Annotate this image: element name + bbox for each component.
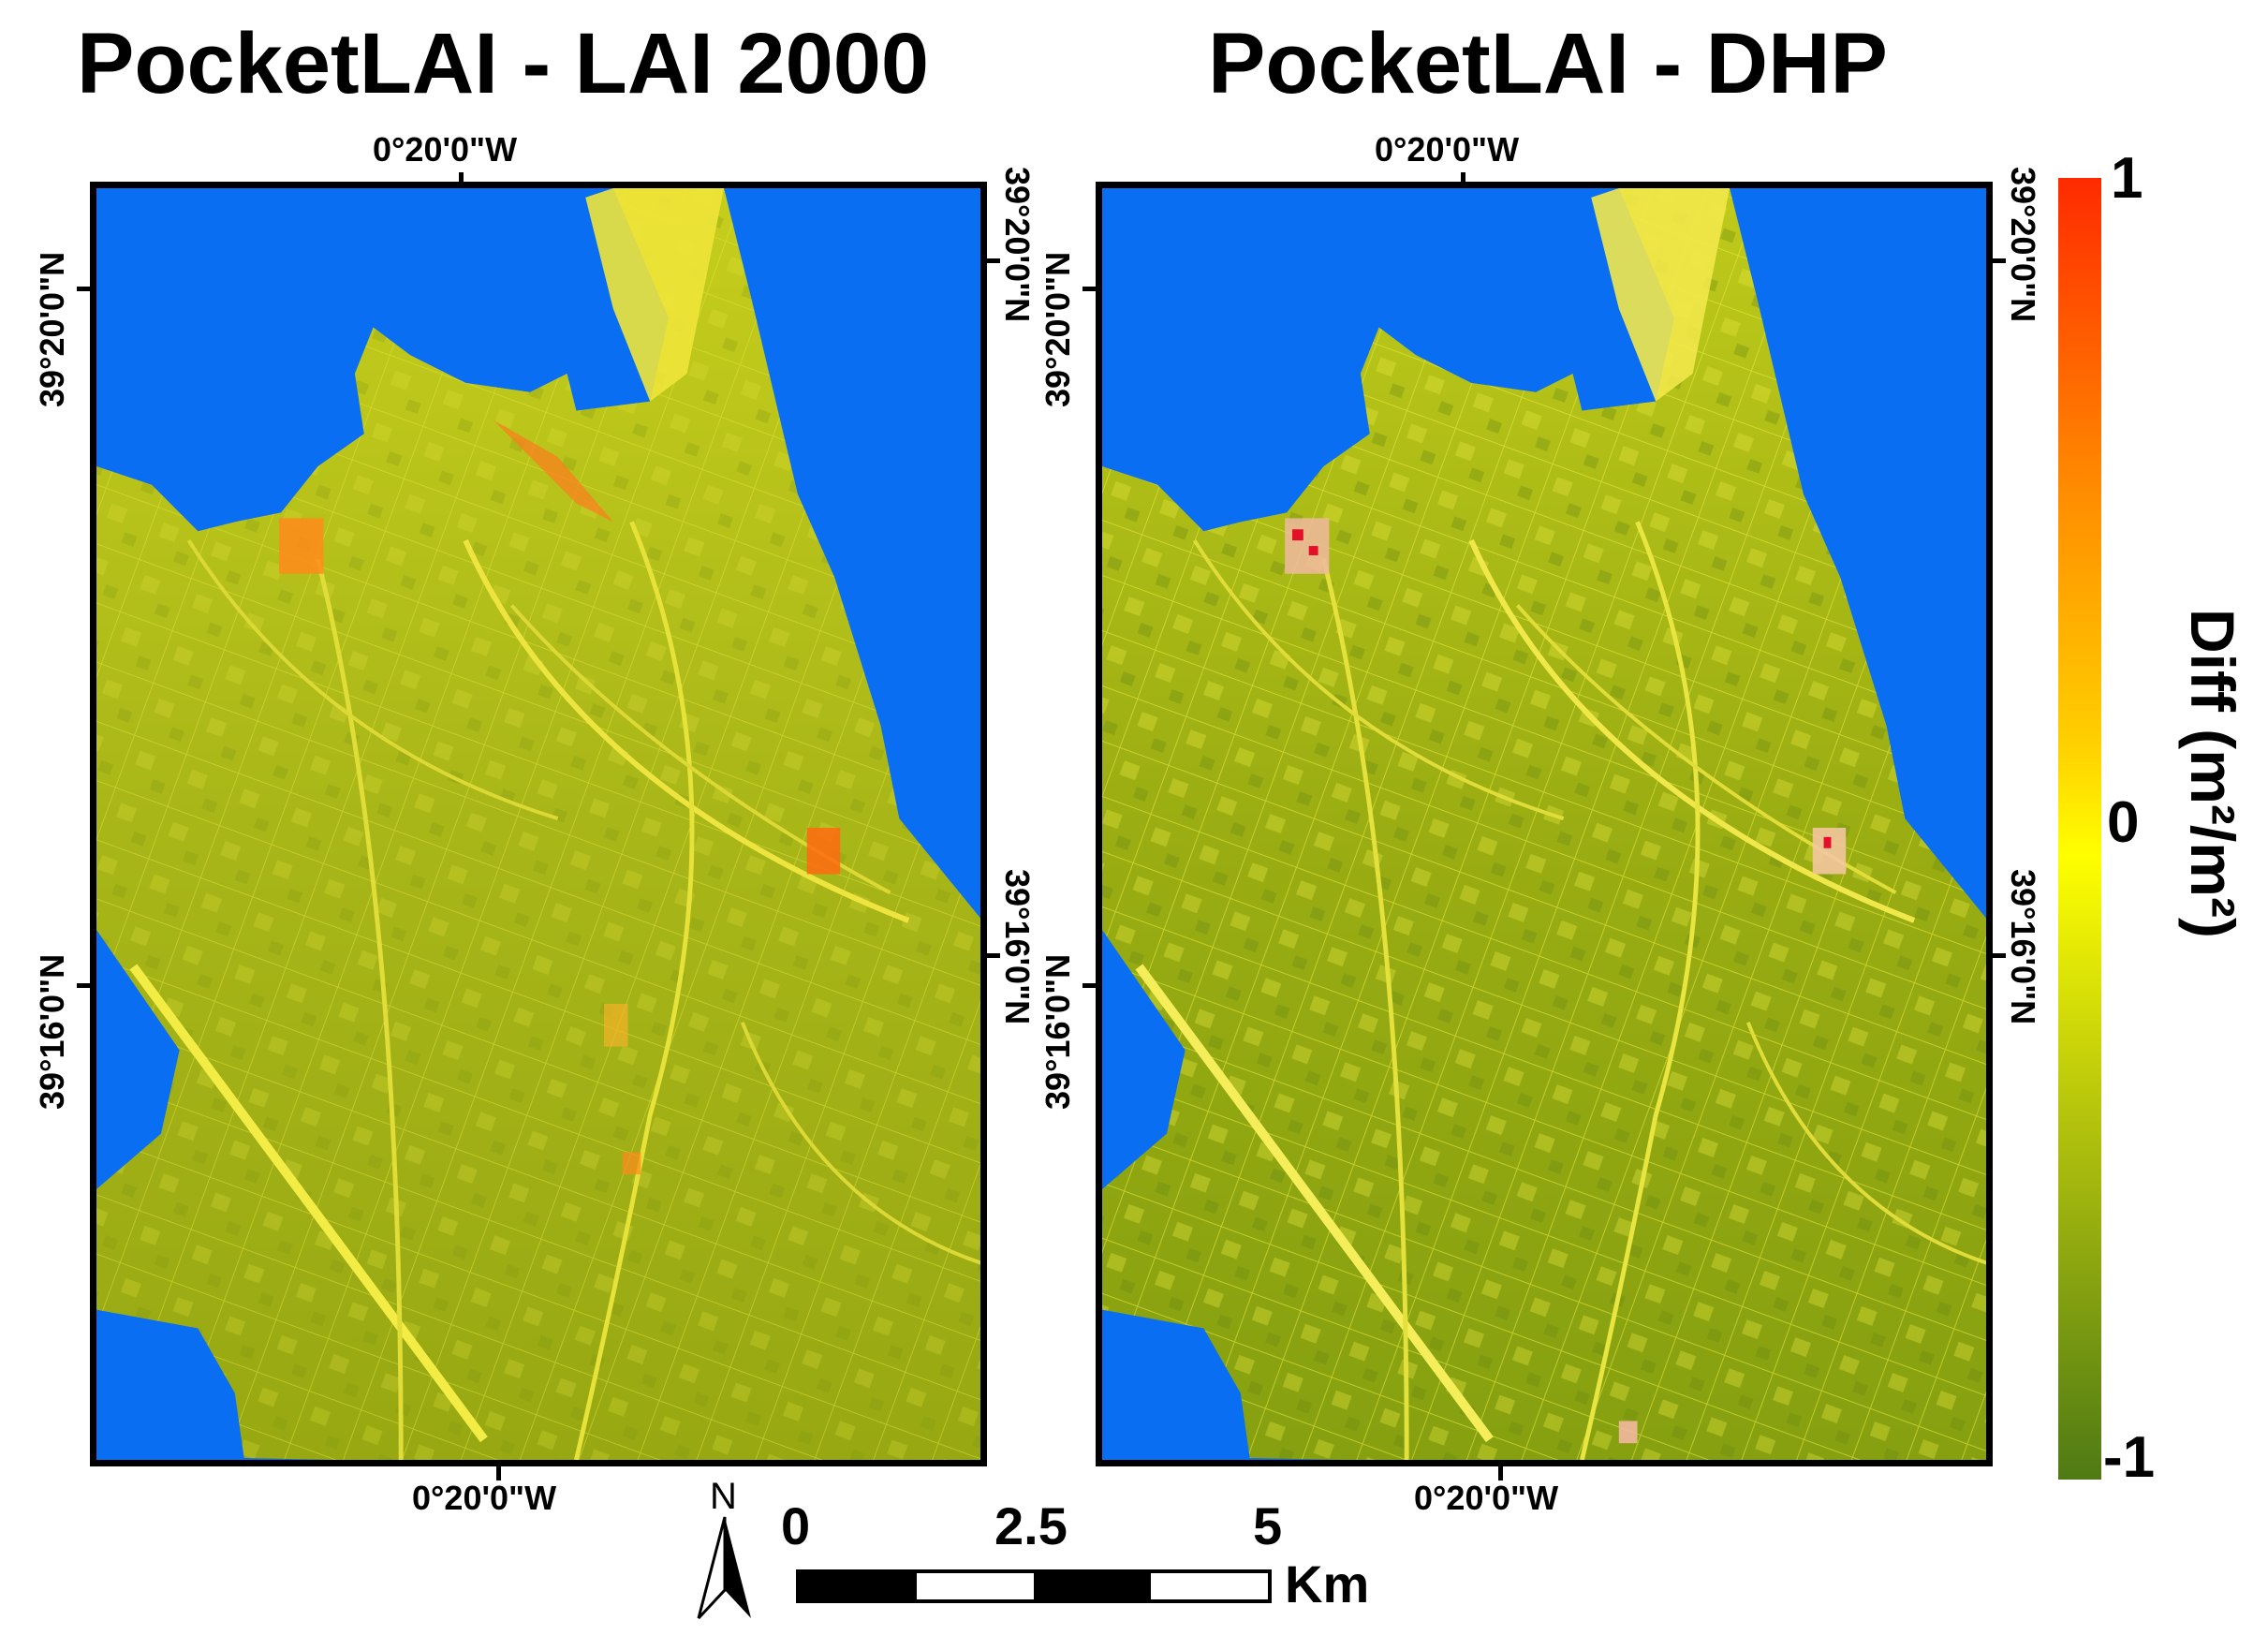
scale-bar bbox=[796, 1569, 1272, 1603]
panel-1-title: PocketLAI - LAI 2000 bbox=[77, 16, 930, 111]
panel-2-tick-left-bottom bbox=[1082, 983, 1097, 988]
scale-segment-2 bbox=[917, 1573, 1034, 1599]
panel-1-lon-bottom: 0°20'0"W bbox=[412, 1479, 557, 1517]
panel-1-lon-top: 0°20'0"W bbox=[373, 130, 518, 169]
panel-1-lat-right-bottom: 39°16'0"N bbox=[998, 869, 1037, 1025]
panel-2-lon-top: 0°20'0"W bbox=[1375, 130, 1520, 169]
panel-1-map bbox=[90, 182, 987, 1466]
panel-2-tick-bottom bbox=[1498, 1466, 1503, 1480]
panel-2-tick-right-top bbox=[1991, 258, 2006, 263]
colorbar-min-label: -1 bbox=[2103, 1425, 2156, 1490]
panel-2-title: PocketLAI - DHP bbox=[1208, 16, 1888, 111]
panel-2-lat-left-top: 39°20'0"N bbox=[1038, 251, 1077, 407]
scale-segment-3 bbox=[1034, 1573, 1151, 1599]
scale-segment-1 bbox=[800, 1573, 917, 1599]
panel-1-lat-left-top: 39°20'0"N bbox=[33, 251, 71, 407]
panel-2-lat-right-top: 39°20'0"N bbox=[2004, 167, 2042, 323]
panel-1-tick-top bbox=[459, 172, 464, 187]
panel-1-map-graphic bbox=[96, 188, 980, 1460]
panel-1-tick-right-bottom bbox=[985, 953, 1000, 958]
scale-unit: Km bbox=[1285, 1554, 1370, 1613]
panel-2-tick-left-top bbox=[1082, 287, 1097, 291]
north-arrow-icon bbox=[697, 1516, 751, 1620]
panel-2-map bbox=[1096, 182, 1993, 1466]
panel-1-tick-left-bottom bbox=[77, 983, 92, 988]
panel-2-lat-left-bottom: 39°16'0"N bbox=[1038, 953, 1077, 1110]
panel-1-lat-left-bottom: 39°16'0"N bbox=[33, 953, 71, 1110]
panel-1-lat-right-top: 39°20'0"N bbox=[998, 167, 1037, 323]
scale-segment-4 bbox=[1151, 1573, 1268, 1599]
scale-tick-0: 0 bbox=[781, 1496, 811, 1555]
panel-1-tick-bottom bbox=[496, 1466, 501, 1480]
panel-1-tick-right-top bbox=[985, 258, 1000, 263]
panel-2-lat-right-bottom: 39°16'0"N bbox=[2004, 869, 2042, 1025]
colorbar-title: Diff (m²/m²) bbox=[2178, 609, 2247, 938]
scale-tick-1: 2.5 bbox=[994, 1496, 1068, 1555]
colorbar bbox=[2058, 178, 2101, 1480]
panel-2-lon-bottom: 0°20'0"W bbox=[1414, 1479, 1559, 1517]
colorbar-mid-label: 0 bbox=[2107, 790, 2140, 855]
north-label: N bbox=[710, 1476, 737, 1517]
panel-2-tick-top bbox=[1461, 172, 1465, 187]
scale-tick-2: 5 bbox=[1253, 1496, 1283, 1555]
colorbar-max-label: 1 bbox=[2111, 146, 2143, 211]
panel-1-tick-left-top bbox=[77, 287, 92, 291]
panel-2-map-graphic bbox=[1102, 188, 1986, 1460]
panel-2-tick-right-bottom bbox=[1991, 953, 2006, 958]
